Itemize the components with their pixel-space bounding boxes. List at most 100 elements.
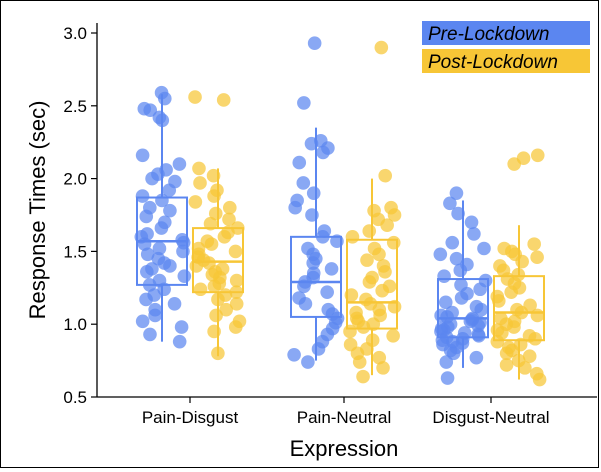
post-lockdown-point	[507, 320, 521, 334]
pre-lockdown-point	[445, 235, 460, 250]
pre-lockdown-point	[437, 269, 451, 283]
y-tick-label: 0.5	[63, 388, 87, 407]
post-lockdown-point	[376, 361, 390, 375]
pre-lockdown-point	[315, 230, 330, 244]
pre-lockdown-point	[304, 136, 319, 151]
pre-lockdown-point	[139, 209, 154, 224]
pre-lockdown-point	[449, 251, 464, 266]
pre-lockdown-point	[135, 314, 150, 329]
pre-lockdown-point	[292, 155, 307, 170]
post-lockdown-point	[188, 195, 203, 209]
pre-lockdown-point	[140, 264, 154, 279]
pre-lockdown-point	[172, 334, 187, 349]
pre-lockdown-point	[477, 241, 491, 256]
pre-lockdown-point	[297, 96, 311, 110]
post-lockdown-point	[374, 40, 389, 55]
x-tick-label: Pain-Disgust	[142, 408, 239, 427]
legend-label-post: Post-Lockdown	[428, 52, 558, 73]
post-lockdown-point	[530, 308, 545, 323]
post-lockdown-point	[362, 224, 377, 238]
axes: Expression Response Times (sec) 0.5 1.0 1.…	[25, 23, 597, 461]
pre-lockdown-point	[469, 350, 484, 365]
y-axis-title: Response Times (sec)	[25, 101, 50, 320]
post-lockdown-point	[527, 237, 541, 251]
pre-lockdown-point	[157, 91, 172, 106]
pre-lockdown-point	[439, 355, 454, 369]
pre-lockdown-point	[174, 320, 189, 334]
post-lockdown-point	[356, 369, 370, 384]
pre-lockdown-point	[162, 183, 177, 198]
post-lockdown-point	[499, 346, 514, 361]
pre-lockdown-point	[176, 244, 190, 259]
post-lockdown-point	[387, 208, 402, 222]
post-lockdown-point	[499, 358, 514, 372]
post-lockdown-point	[204, 237, 219, 251]
post-lockdown-point	[532, 372, 547, 387]
pre-lockdown-point	[167, 297, 182, 311]
post-lockdown-point	[229, 297, 244, 311]
post-lockdown-point	[206, 168, 221, 183]
pre-lockdown-point	[453, 263, 468, 278]
pre-lockdown-point	[155, 113, 170, 128]
post-lockdown-point	[216, 93, 231, 107]
legend: Pre-Lockdown Post-Lockdown	[422, 21, 590, 73]
pre-lockdown-point	[301, 355, 315, 369]
pre-lockdown-point	[139, 292, 153, 307]
pre-lockdown-point	[298, 297, 313, 311]
pre-lockdown-point	[311, 342, 326, 356]
pre-lockdown-point	[473, 282, 487, 297]
pre-lockdown-point	[287, 347, 301, 362]
pre-lockdown-point	[454, 291, 469, 305]
post-lockdown-point	[530, 148, 545, 163]
post-lockdown-point	[211, 346, 225, 361]
pre-lockdown-point	[305, 208, 319, 222]
post-lockdown-point	[360, 253, 374, 267]
post-lockdown-point	[490, 334, 505, 349]
pre-lockdown-point	[140, 247, 155, 262]
post-lockdown-point	[207, 189, 221, 203]
post-lockdown-point	[203, 216, 218, 231]
post-lockdown-point	[375, 283, 390, 298]
post-lockdown-point	[189, 259, 204, 273]
x-tick-label: Pain-Neutral	[297, 408, 392, 427]
post-lockdown-point	[229, 285, 244, 299]
post-lockdown-point	[387, 299, 402, 314]
legend-label-pre: Pre-Lockdown	[428, 24, 549, 45]
pre-lockdown-point	[296, 176, 311, 190]
post-lockdown-point	[386, 329, 400, 343]
post-lockdown-point	[372, 350, 387, 365]
post-lockdown-point	[522, 349, 537, 364]
post-lockdown-point	[356, 320, 371, 334]
post-lockdown-point	[345, 230, 360, 244]
pre-lockdown-point	[154, 221, 169, 235]
post-lockdown-point	[222, 212, 236, 227]
post-lockdown-point	[209, 308, 223, 323]
pre-lockdown-point	[155, 193, 169, 208]
post-lockdown-point	[362, 275, 377, 289]
pre-lockdown-point	[306, 256, 320, 270]
pre-lockdown-point	[433, 247, 448, 262]
y-tick-label: 2.0	[63, 170, 87, 189]
post-lockdown-point	[228, 320, 243, 334]
pre-lockdown-point	[135, 189, 150, 203]
post-lockdown-point	[188, 90, 202, 104]
pre-lockdown-point	[471, 329, 486, 343]
post-lockdown-point	[380, 218, 394, 232]
y-tick-label: 2.5	[63, 97, 87, 116]
post-lockdown-point	[211, 292, 225, 307]
y-tick-label: 3.0	[63, 24, 87, 43]
pre-lockdown-point	[135, 148, 150, 163]
pre-lockdown-point	[464, 215, 479, 230]
post-lockdown-point	[378, 264, 392, 279]
y-tick-label: 1.5	[63, 242, 87, 261]
pre-lockdown-point	[148, 308, 162, 323]
pre-lockdown-point	[163, 259, 177, 273]
pre-lockdown-point	[143, 103, 158, 117]
pre-lockdown-point	[316, 145, 330, 160]
legend-swatch-pre	[422, 21, 590, 45]
y-tick-label: 1.0	[63, 315, 87, 334]
pre-lockdown-point	[320, 285, 334, 299]
post-lockdown-point	[217, 230, 232, 244]
pre-lockdown-point	[440, 371, 455, 385]
